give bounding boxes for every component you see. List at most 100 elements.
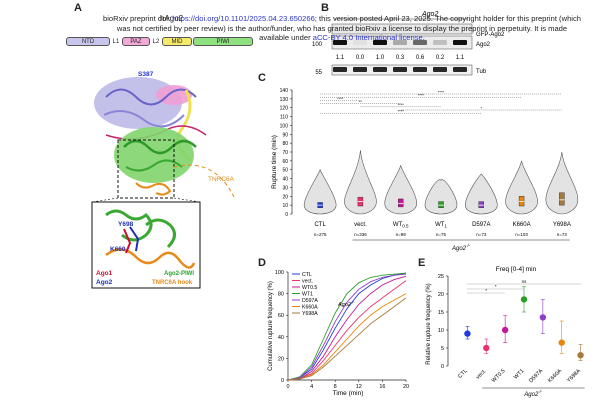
band-label-tub: Tub <box>476 69 487 75</box>
label-y698: Y698 <box>118 221 134 228</box>
frequency-ytick-label: 5 <box>441 346 444 352</box>
frequency-chart: Freq [0-4] min Relative rupture frequenc… <box>426 266 585 398</box>
violin-ytick-label: 110 <box>280 115 288 121</box>
frequency-ytick-label: 0 <box>441 364 444 370</box>
marker-55: 55 <box>315 70 322 76</box>
violin-sig-label: ** <box>359 99 363 104</box>
preprint-line1b: ; this version posted April 23, 2025. Th… <box>314 14 582 23</box>
violin-ytick-label: 60 <box>282 159 288 165</box>
violin-ytick-label: 30 <box>282 185 288 191</box>
frequency-point <box>520 296 528 303</box>
tub-band <box>353 67 367 72</box>
panel-label-b: B <box>321 2 329 14</box>
violin-ytick-label: 40 <box>282 177 288 183</box>
zoom-piwi-helix2 <box>145 218 176 249</box>
quant-value: 1.0 <box>376 55 385 61</box>
domain-bar: NTD L1 PAZ L2 MID PIWI <box>66 37 254 48</box>
frequency-point <box>464 330 471 337</box>
ago2-band <box>433 40 447 45</box>
cumulative-xtick-label: 20 <box>403 384 409 390</box>
tub-band <box>453 67 467 72</box>
cumulative-xtick-label: 8 <box>334 384 337 390</box>
violin-n-label: n=275 <box>314 232 327 237</box>
domain-ntd: NTD <box>66 37 110 46</box>
violin-ytick-label: 140 <box>280 88 289 94</box>
quant-value: 0.6 <box>416 55 425 61</box>
tub-bands <box>333 67 467 72</box>
cumulative-line <box>287 297 407 381</box>
cumulative-axes: 0 20 40 60 80 100 0 4 8 12 16 20 <box>275 270 409 390</box>
cumulative-line <box>287 275 407 381</box>
violin-ytick-label: 70 <box>282 150 288 156</box>
violin-ytick-label: 90 <box>282 132 288 138</box>
zoom-ago1-residue <box>123 228 132 254</box>
western-blot: Ago2 100 55 GFP-Ago2 Ago2 Tub 1.1 0.0 1.0 0… <box>312 11 505 76</box>
cumulative-xtick-label: 0 <box>286 384 289 390</box>
cumulative-xtick-label: 12 <box>356 384 362 390</box>
frequency-title: Freq [0-4] min <box>496 266 537 273</box>
cumulative-line <box>287 293 407 381</box>
violin-category-label: Y698A <box>553 222 571 228</box>
frequency-ytick-label: 15 <box>438 310 444 316</box>
violin-ytick-label: 50 <box>282 168 288 174</box>
violin-n-label: n=75 <box>436 232 447 237</box>
domain-piwi: PIWI <box>193 37 253 46</box>
ago2-band <box>373 40 387 45</box>
legend-entry: vect. <box>302 279 313 285</box>
protein-title: hAgo2 <box>160 14 184 23</box>
legend-entry: WT0.5 <box>302 285 317 291</box>
frequency-category-label: D597A <box>528 368 544 384</box>
legend-entry: K660A <box>302 305 318 311</box>
preprint-doi-link[interactable]: https://doi.org/10.1101/2025.04.23.65026… <box>172 14 315 23</box>
legend-entry: CTL <box>302 272 312 278</box>
blot-header: Ago2 <box>421 11 438 18</box>
zoom-line-left <box>91 197 119 203</box>
frequency-point <box>501 326 509 334</box>
frequency-points <box>464 286 584 361</box>
ntd-strand <box>103 110 185 128</box>
preprint-line3a: available under <box>259 33 313 43</box>
tub-band <box>433 67 447 72</box>
label-k660: K660 <box>110 246 126 253</box>
frequency-sig-label: * <box>495 284 497 289</box>
zoom-ago2-residue <box>129 226 140 252</box>
violin-box <box>559 192 565 206</box>
frequency-category-labels: CTL vect. WT0.5 WT1 D597A K660A Y698A Ago2-/- <box>457 368 585 398</box>
violin-category-labels: CTL n=275 vect. n=336 WT0.5 n=99 WT1 n=75 D597A n… <box>314 222 571 252</box>
legend-title: Ago2-/- <box>337 300 355 309</box>
frequency-group-label: Ago2-/- <box>523 389 543 398</box>
violin-ytick-label: 130 <box>280 97 289 103</box>
piwi-helix <box>123 139 197 155</box>
violin-box <box>398 198 404 208</box>
violin-group-label: Ago2-/- <box>451 243 471 252</box>
legend-entry: D597A <box>302 298 318 304</box>
quant-value: 1.1 <box>456 55 465 61</box>
quant-value: 0.2 <box>436 55 445 61</box>
panel-label-a: A <box>74 2 82 14</box>
violin-n-label: n=99 <box>396 232 407 237</box>
violin-ytick-label: 20 <box>282 194 288 200</box>
frequency-category-label: vect. <box>475 368 488 381</box>
cumulative-ylabel: Cumulative rupture frequency (%) <box>268 281 274 371</box>
violin-shape <box>384 165 418 215</box>
violin-shape <box>344 150 377 215</box>
frequency-category-label: K660A <box>547 368 563 384</box>
frequency-category-label: CTL <box>457 368 469 380</box>
preprint-notice: bioRxiv preprint doi: https://doi.org/10… <box>82 14 600 43</box>
violin-ytick-label: 100 <box>280 123 289 129</box>
cumulative-line <box>287 272 407 381</box>
piwi-ribbon <box>114 127 194 183</box>
violin-category-label: D597A <box>472 222 490 228</box>
violin-sig-label: **** <box>398 102 405 107</box>
label-ago2-piwi: Ago2-PIWI <box>164 271 194 277</box>
cumulative-line <box>287 280 407 381</box>
ntd-helix <box>105 88 197 106</box>
frequency-ytick-label: 10 <box>438 328 444 334</box>
cumulative-ytick-label: 20 <box>278 356 284 362</box>
frequency-ytick-label: 20 <box>438 292 444 298</box>
preprint-license-link[interactable]: aCC-BY 4.0 International license <box>312 33 423 43</box>
violin-sig-label: **** <box>398 109 405 114</box>
violin-sig-label: * <box>481 105 483 110</box>
violin-category-label: WT1 <box>435 222 447 229</box>
